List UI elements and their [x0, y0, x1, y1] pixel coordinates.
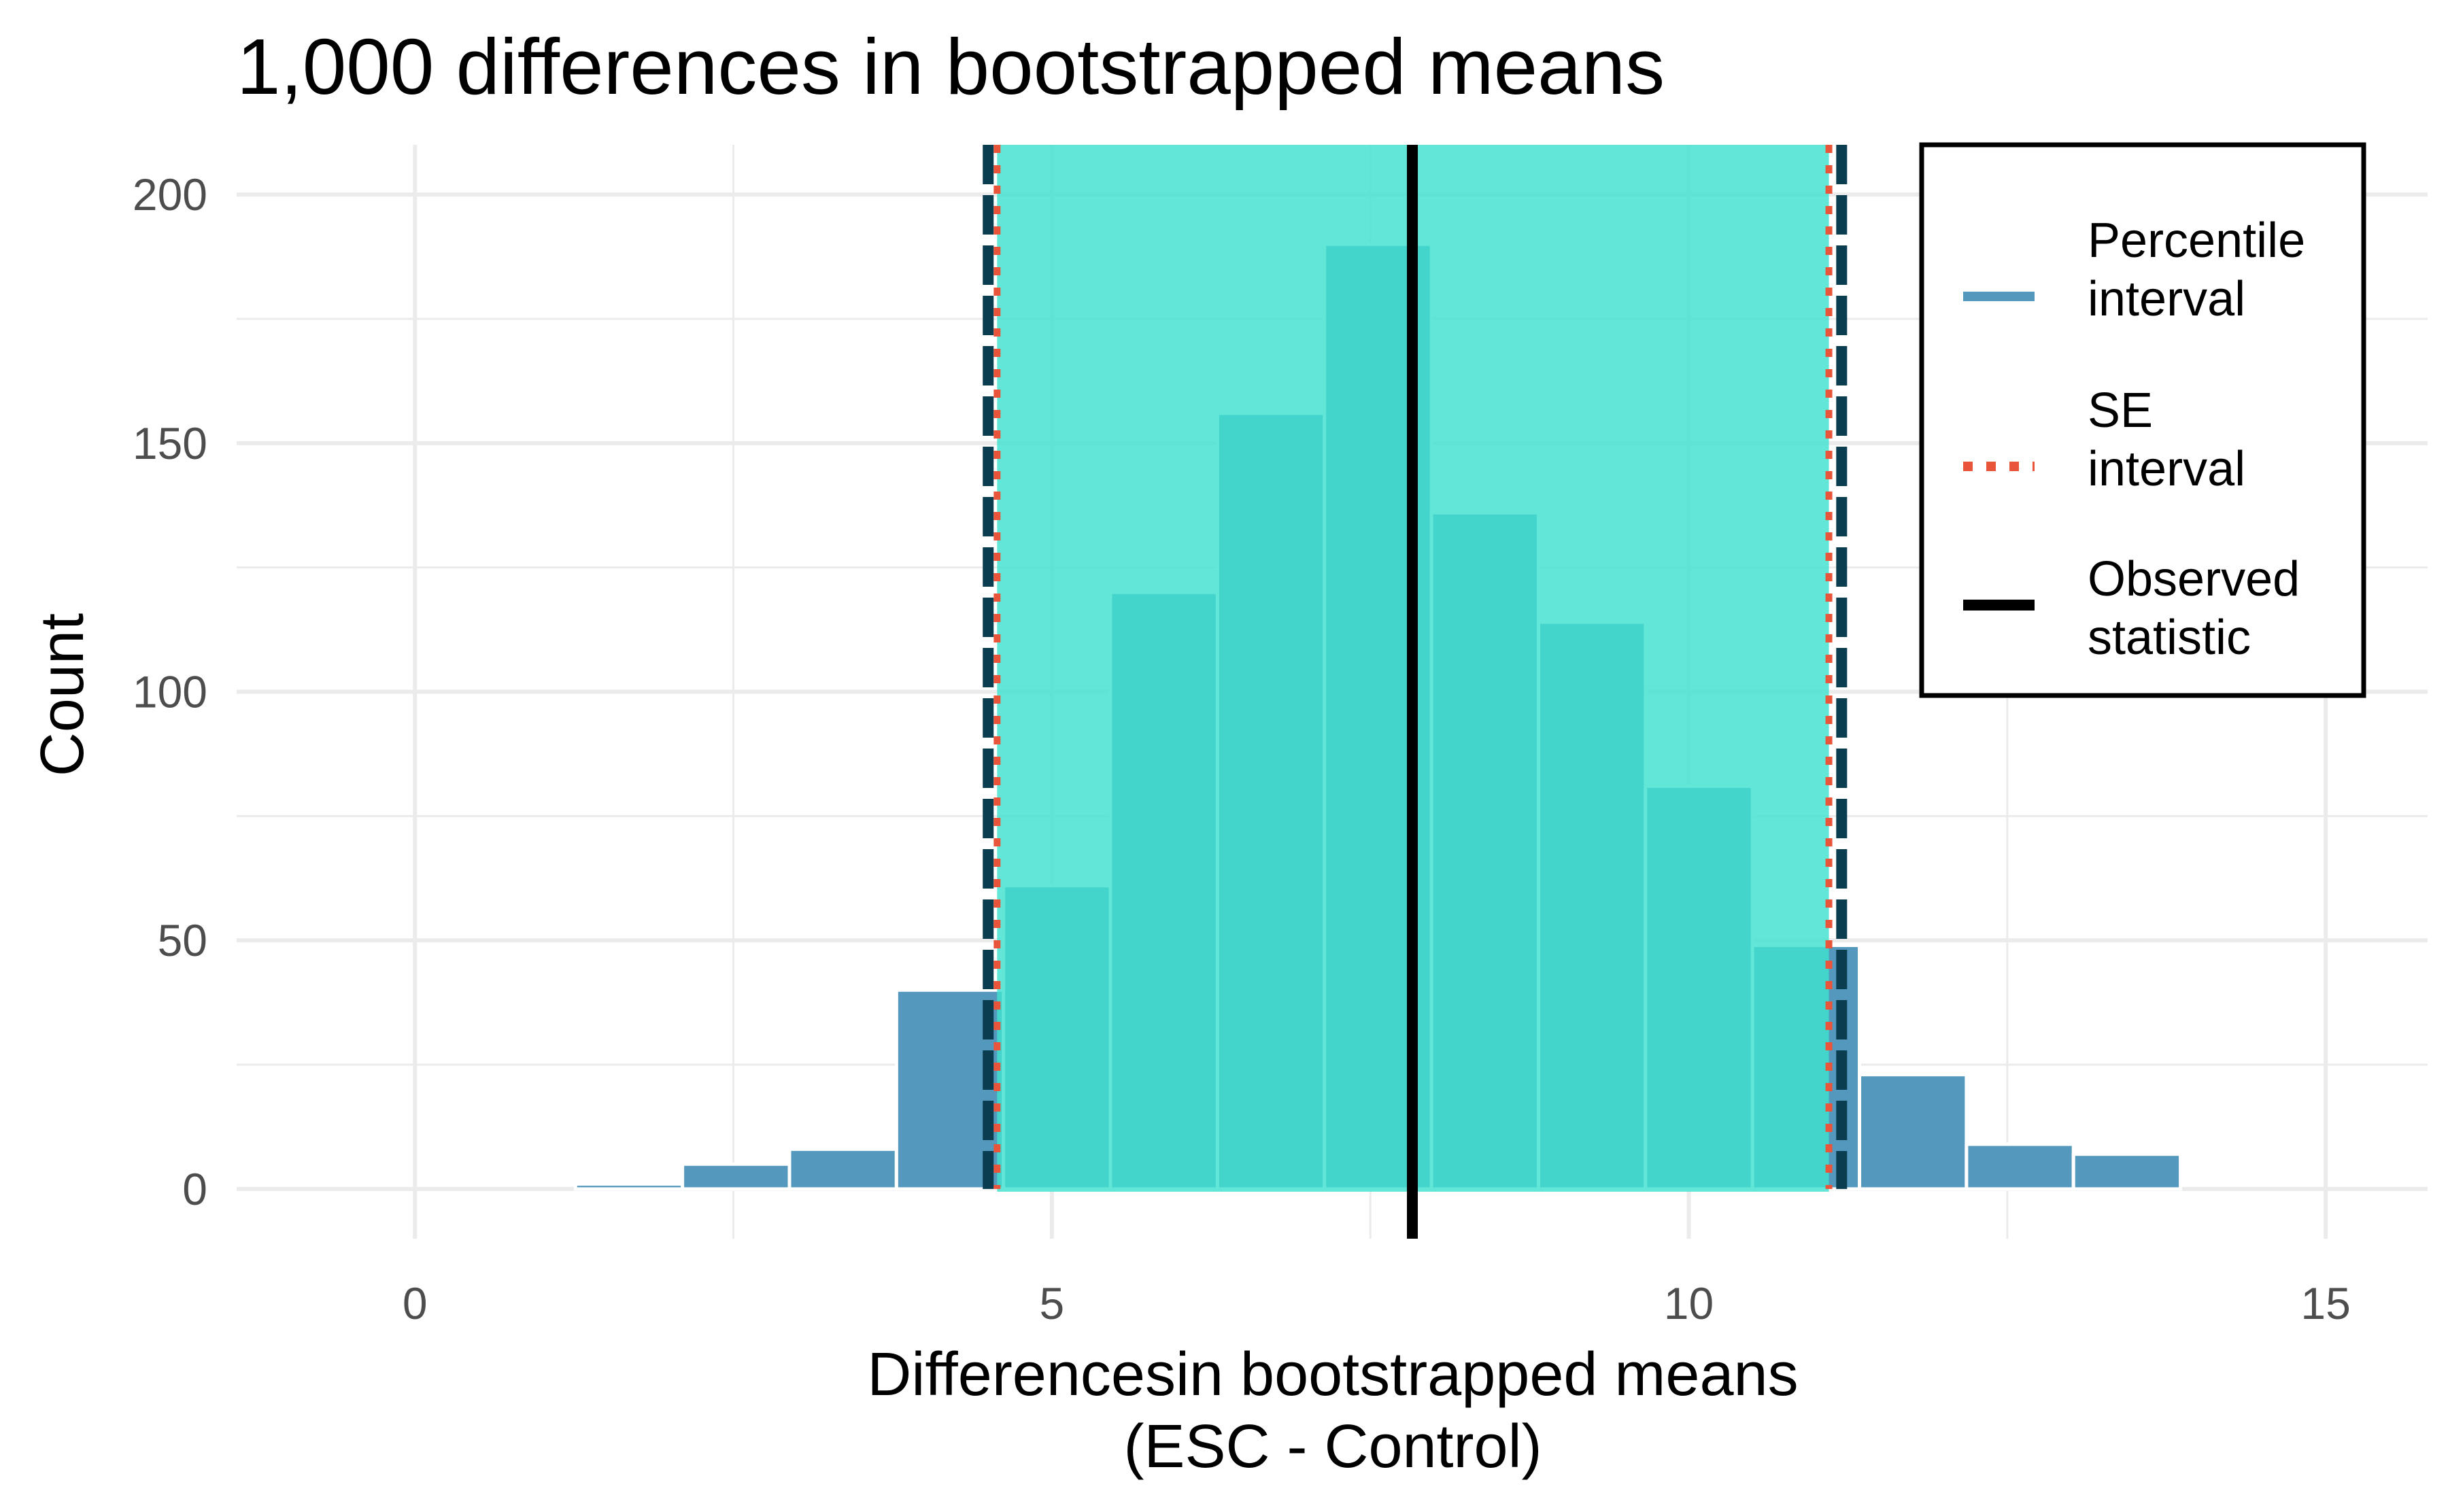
x-tick-label: 0 [403, 1278, 428, 1328]
legend-label-percentile-line2: interval [2088, 272, 2245, 326]
histogram-bar [2071, 1152, 2183, 1191]
x-tick-label: 10 [1664, 1278, 1714, 1328]
legend-label-percentile-line1: Percentile [2088, 213, 2305, 268]
x-tick-label: 15 [2300, 1278, 2350, 1328]
x-tick-label: 5 [1040, 1278, 1065, 1328]
histogram-bar [681, 1162, 792, 1191]
y-tick-label: 0 [182, 1164, 207, 1214]
histogram-bar [1858, 1073, 1969, 1191]
x-axis-title: Differencesin bootstrapped means [867, 1341, 1798, 1409]
legend-label-observed-line1: Observed [2088, 552, 2300, 606]
histogram-bar [1965, 1142, 2075, 1191]
legend-label-observed-line2: statistic [2088, 611, 2251, 665]
histogram-bar [787, 1147, 898, 1191]
y-tick-label: 200 [133, 169, 207, 220]
y-axis-title: Count [29, 613, 97, 776]
legend-label-se-line1: SE [2088, 383, 2153, 438]
x-axis-subtitle: (ESC - Control) [1123, 1413, 1542, 1481]
legend-label-se-line2: interval [2088, 442, 2245, 496]
legend: Percentile interval SE interval Observed… [1919, 142, 2366, 698]
y-tick-label: 100 [133, 667, 207, 717]
chart-title: 1,000 differences in bootstrapped means [237, 22, 1665, 111]
interval-lines-layer [983, 145, 1848, 1239]
histogram-bar [573, 1182, 685, 1191]
y-tick-label: 50 [158, 915, 207, 965]
y-tick-label: 150 [133, 418, 207, 468]
